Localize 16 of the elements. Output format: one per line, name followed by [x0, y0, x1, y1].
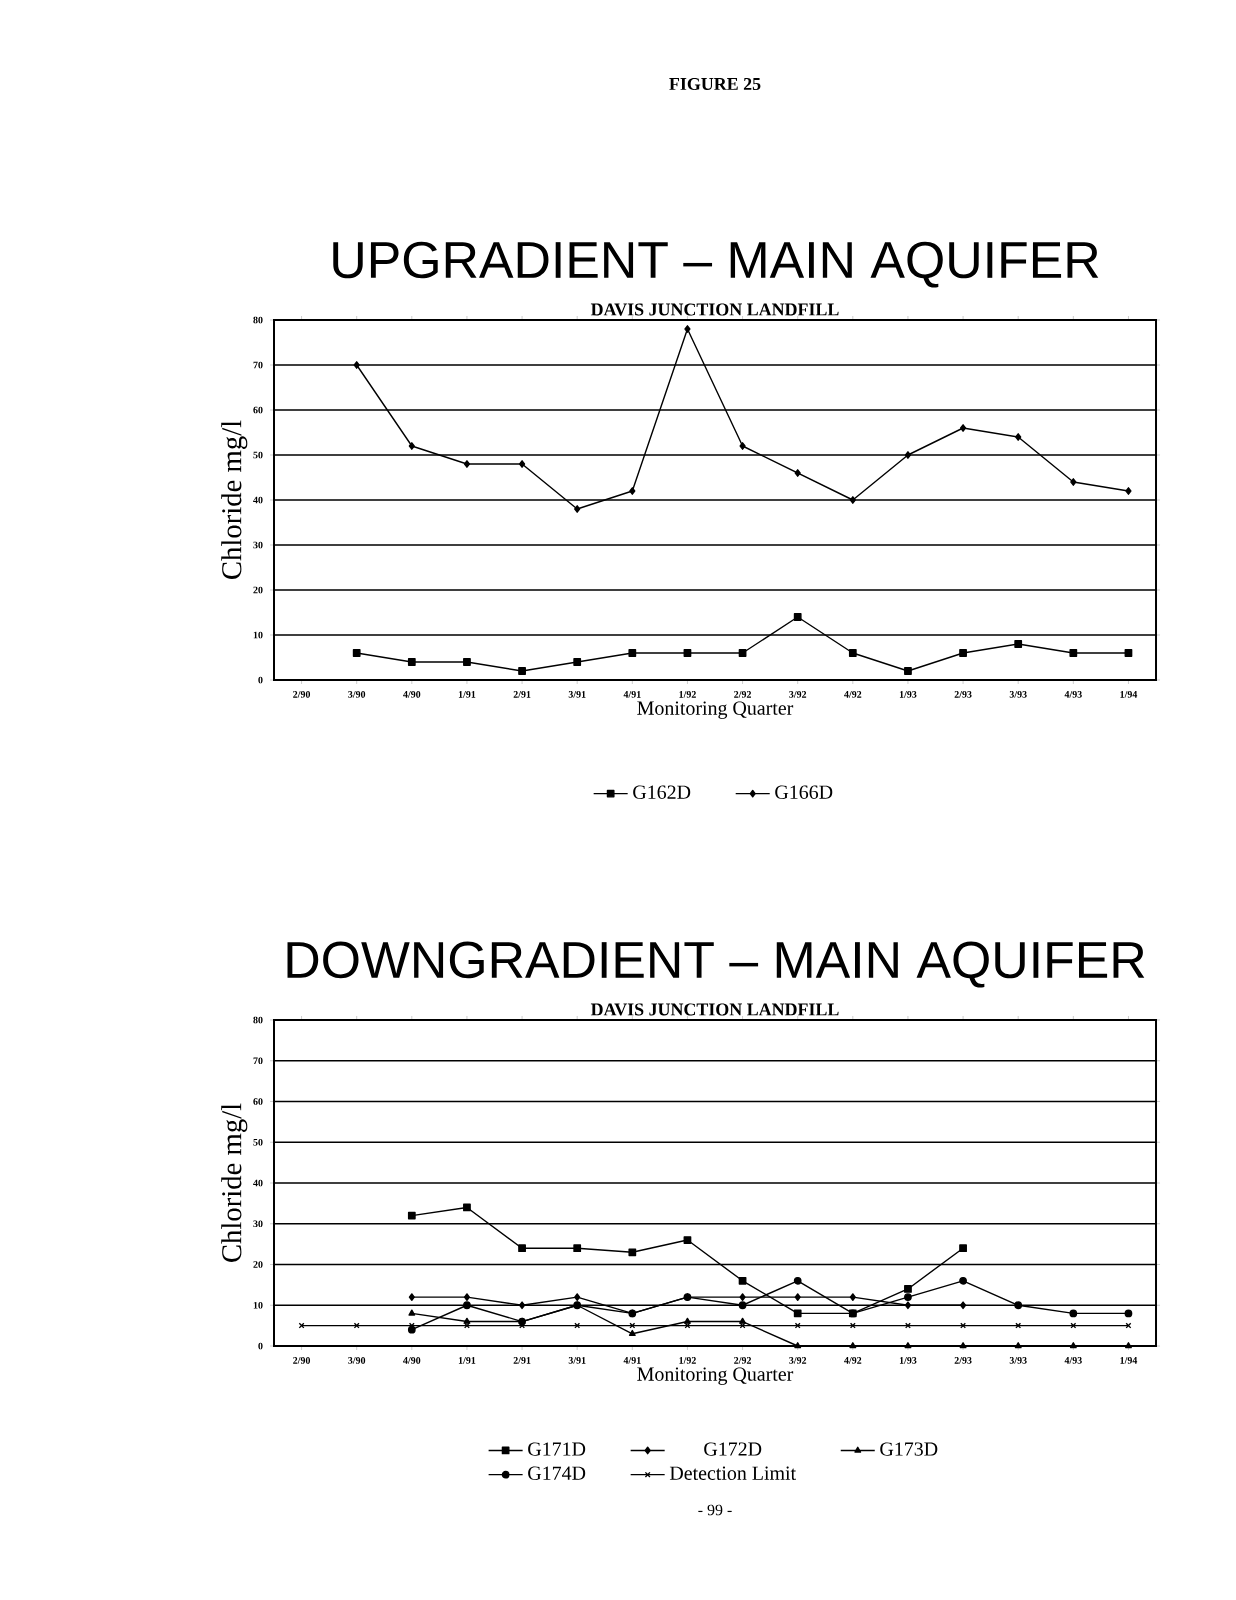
chart-title: UPGRADIENT – MAIN AQUIFER	[333, 241, 1099, 288]
y-axis-title: Chloride mg/l	[221, 420, 248, 579]
legend-label: Detection Limit	[669, 1466, 796, 1480]
chart-subtitle: DAVIS JUNCTION LANDFILL	[590, 303, 839, 316]
x-axis-title: Monitoring Quarter	[637, 701, 794, 719]
legend-label: G174D	[528, 1466, 586, 1480]
legend-label: G172D	[704, 1442, 762, 1456]
x-axis-title: Monitoring Quarter	[637, 1367, 794, 1385]
legend-label: G171D	[528, 1442, 586, 1456]
legend-label: G173D	[880, 1442, 938, 1456]
legend-label: G166D	[775, 785, 833, 799]
chart-subtitle: DAVIS JUNCTION LANDFILL	[590, 1003, 839, 1016]
legend-label: G162D	[633, 785, 691, 799]
y-axis-title: Chloride mg/l	[221, 1103, 248, 1262]
chart-title: DOWNGRADIENT – MAIN AQUIFER	[287, 941, 1145, 988]
caption: FIGURE 25	[669, 77, 761, 91]
